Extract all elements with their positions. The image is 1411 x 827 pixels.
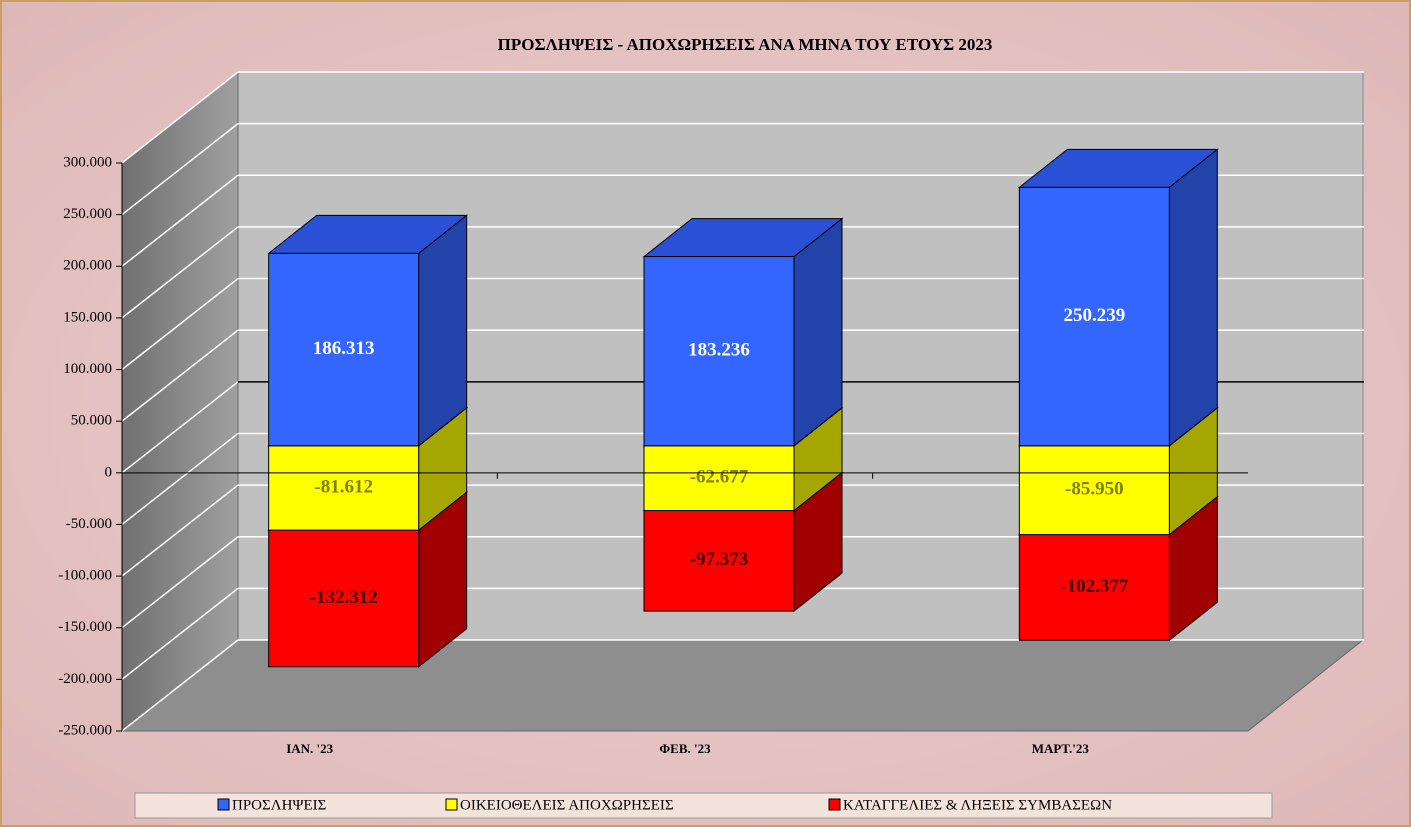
y-tick-label: 200.000 [63,258,112,274]
data-label: -97.373 [690,549,749,570]
y-tick-label: -250.000 [58,722,112,738]
data-label: -81.612 [314,476,373,497]
grid-line [121,123,239,216]
legend-label: ΚΑΤΑΓΓΕΛΙΕΣ & ΛΗΞΕΙΣ ΣΥΜΒΑΣΕΩΝ [843,797,1112,813]
grid-line [121,432,239,526]
legend [134,792,1273,819]
data-label: 183.236 [688,340,750,361]
bar-side [793,217,843,447]
bar [643,510,795,612]
data-label: 250.239 [1063,305,1125,326]
bar-side [1168,148,1218,447]
y-tick-label: -100.000 [58,568,112,584]
legend-swatch [828,798,841,811]
grid-line [121,484,239,577]
bar [268,529,420,668]
data-label: -132.312 [310,587,378,608]
grid-line [121,71,239,164]
bar [1018,445,1170,536]
y-tick-label: 300.000 [63,154,112,170]
grid-line [121,174,239,267]
bar [1018,186,1170,447]
y-tick-label: -200.000 [58,671,112,687]
grid-line [121,639,239,732]
data-label: -102.377 [1060,576,1129,597]
y-tick-label: 250.000 [63,206,112,222]
y-tick-label: 150.000 [63,309,112,325]
bar [643,256,795,447]
grid-line [121,587,239,680]
grid-line [121,277,239,371]
legend-swatch [217,798,230,811]
y-tick-label: 50.000 [71,413,112,429]
bar [268,445,420,531]
bar-side [418,214,468,447]
left-wall [121,70,239,733]
grid-line [121,381,239,474]
grid-line [121,536,239,629]
grid-line [121,226,239,319]
legend-label: ΠΡΟΣΛΗΨΕΙΣ [232,797,326,813]
data-label: 186.313 [313,338,375,359]
y-tick-label: 0 [105,464,113,480]
x-tick-label: ΙΑΝ. '23 [286,741,333,756]
chart-title: ΠΡΟΣΛΗΨΕΙΣ - ΑΠΟΧΩΡΗΣΕΙΣ ΑΝΑ ΜΗΝΑ ΤΟΥ ΕΤ… [498,35,993,54]
y-tick-label: -150.000 [58,619,112,635]
legend-swatch [445,798,458,811]
y-tick-label: -50.000 [66,516,112,532]
data-label: -62.677 [690,467,749,488]
legend-label: ΟΙΚΕΙΟΘΕΛΕΙΣ ΑΠΟΧΩΡΗΣΕΙΣ [460,797,674,813]
y-tick-label: 100.000 [63,361,112,377]
x-tick-label: ΜΑΡΤ.'23 [1032,741,1090,756]
bar [268,252,420,447]
bar [643,445,795,512]
grid-line [121,329,239,422]
x-tick-label: ΦΕΒ. '23 [659,741,711,756]
data-label: -85.950 [1065,479,1124,500]
